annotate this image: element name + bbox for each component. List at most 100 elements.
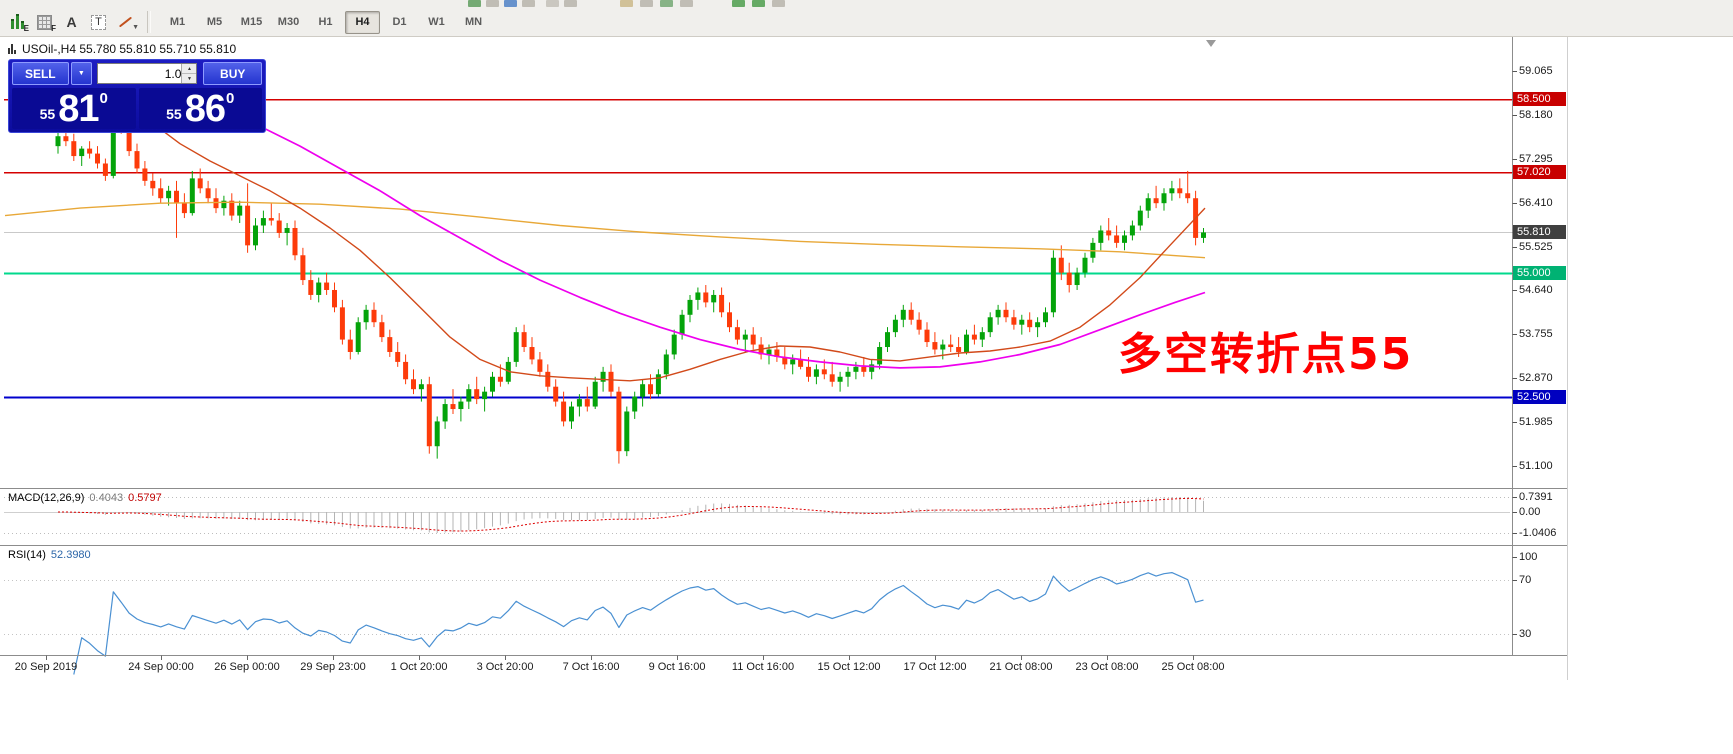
price-scale-label: 53.755: [1519, 328, 1553, 340]
text-t-icon: T: [91, 14, 106, 30]
chart-mode-sublabel: E: [23, 24, 29, 33]
buy-price-panel[interactable]: 55 86 0: [138, 88, 262, 130]
time-axis[interactable]: 20 Sep 2019 24 Sep 00:00 26 Sep 00:00 29 Se…: [0, 656, 1512, 680]
volume-increase-button[interactable]: [182, 64, 197, 74]
macd-value-main: 0.4043: [89, 492, 124, 504]
rsi-scale-label: 100: [1519, 551, 1538, 563]
timeframe-button-H4[interactable]: H4: [345, 10, 380, 34]
timeframe-button-D1[interactable]: D1: [392, 16, 407, 28]
timeframe-button-M15[interactable]: M15: [240, 16, 263, 28]
macd-scale-label: 0.00: [1519, 506, 1541, 518]
text-a-icon: A: [66, 14, 77, 30]
price-badge: 58.500: [1513, 92, 1566, 106]
rsi-label: RSI(14): [8, 549, 46, 561]
time-axis-label: 11 Oct 16:00: [731, 661, 795, 673]
timeframe-button-M5[interactable]: M5: [206, 16, 223, 28]
price-scale[interactable]: 59.065 58.180 57.295 56.410 55.525 54.640 53.7…: [1512, 38, 1568, 656]
clipped-toolbar-icon[interactable]: [752, 0, 765, 7]
ask-pipette: 0: [226, 90, 235, 107]
trendline-icon: [118, 16, 133, 28]
time-axis-label: 7 Oct 16:00: [562, 661, 620, 673]
price-badge: 52.500: [1513, 390, 1566, 404]
time-axis-label: 24 Sep 00:00: [128, 661, 194, 673]
macd-value-signal: 0.5797: [128, 492, 162, 504]
chart-mode-button[interactable]: E: [4, 10, 31, 34]
chevron-down-icon: [132, 24, 139, 31]
price-scale-label: 57.295: [1519, 153, 1553, 165]
sell-price-panel[interactable]: 55 81 0: [12, 88, 136, 129]
text-label-button[interactable]: A: [58, 10, 85, 34]
bar-chart-icon: [10, 14, 25, 29]
timeframe-button-M1[interactable]: M1: [169, 16, 186, 28]
time-axis-label: 23 Oct 08:00: [1075, 661, 1139, 673]
rsi-value: 52.3980: [50, 549, 91, 561]
time-axis-label: 3 Oct 20:00: [476, 661, 534, 673]
latest-bar-marker-icon: [1206, 40, 1216, 47]
price-scale-label: 51.100: [1519, 460, 1553, 472]
timeframe-button-M30[interactable]: M30: [277, 16, 300, 28]
volume-decrease-button[interactable]: [182, 74, 197, 83]
volume-box: [97, 63, 198, 84]
clipped-toolbar-icon[interactable]: [522, 0, 535, 7]
macd-panel-area[interactable]: [0, 490, 1512, 545]
grid-icon: [37, 14, 52, 30]
clipped-toolbar-icon[interactable]: [732, 0, 745, 7]
time-axis-label: 26 Sep 00:00: [214, 661, 280, 673]
macd-label: MACD(12,26,9): [8, 492, 85, 504]
clipped-toolbar-icon[interactable]: [564, 0, 577, 7]
text-box-button[interactable]: T: [85, 10, 112, 34]
sell-dropdown-button[interactable]: [70, 62, 93, 85]
one-click-trading-panel: SELL BUY 55 81 0 55 86 0: [8, 59, 266, 133]
chart-title: USOil-,H4 55.780 55.810 55.710 55.810: [8, 42, 236, 56]
clipped-toolbar-icon[interactable]: [504, 0, 517, 7]
price-scale-label: 54.640: [1519, 284, 1553, 296]
macd-header: MACD(12,26,9) 0.4043 0.5797: [8, 492, 167, 504]
ask-main: 86: [184, 88, 226, 130]
time-axis-label: 17 Oct 12:00: [903, 661, 967, 673]
drawing-tools-button[interactable]: [112, 10, 139, 34]
buy-button[interactable]: BUY: [203, 62, 262, 85]
clipped-toolbar-icon[interactable]: [468, 0, 481, 7]
clipped-toolbar-icon[interactable]: [772, 0, 785, 7]
time-axis-label: 29 Sep 23:00: [300, 661, 366, 673]
clipped-toolbar-icon[interactable]: [660, 0, 673, 7]
bid-prefix: 55: [39, 106, 56, 122]
sell-button[interactable]: SELL: [12, 62, 69, 85]
time-axis-label: 15 Oct 12:00: [817, 661, 881, 673]
time-axis-label: 25 Oct 08:00: [1161, 661, 1225, 673]
grid-sublabel: F: [51, 24, 56, 33]
timeframe-group: M1 M5 M15 M30 H1 H4 D1 W1 MN: [159, 10, 492, 34]
time-axis-label: 20 Sep 2019: [14, 661, 78, 673]
rsi-scale-label: 30: [1519, 628, 1532, 640]
rsi-header: RSI(14) 52.3980: [8, 549, 96, 561]
clipped-toolbar-icon[interactable]: [640, 0, 653, 7]
ask-prefix: 55: [166, 106, 182, 122]
bid-main: 81: [58, 88, 99, 130]
clipped-toolbar-icon[interactable]: [486, 0, 499, 7]
clipped-toolbar-icon[interactable]: [546, 0, 559, 7]
price-scale-label: 56.410: [1519, 197, 1553, 209]
timeframe-button-W1[interactable]: W1: [428, 16, 445, 28]
rsi-panel-area[interactable]: [0, 547, 1512, 655]
clipped-toolbar-row: [0, 0, 1733, 8]
price-scale-label: 52.870: [1519, 372, 1553, 384]
clipped-toolbar-icon[interactable]: [620, 0, 633, 7]
macd-scale-label: -1.0406: [1519, 527, 1557, 539]
mini-chart-icon: [8, 44, 17, 54]
price-scale-label: 59.065: [1519, 65, 1553, 77]
price-scale-label: 55.525: [1519, 241, 1553, 253]
grid-button[interactable]: F: [31, 10, 58, 34]
time-axis-label: 1 Oct 20:00: [390, 661, 448, 673]
timeframe-button-H1[interactable]: H1: [318, 16, 333, 28]
price-scale-label: 58.180: [1519, 109, 1553, 121]
chart-annotation: 多空转折点55: [1118, 329, 1414, 380]
price-badge: 55.000: [1513, 266, 1566, 280]
timeframe-button-MN[interactable]: MN: [464, 16, 483, 28]
clipped-toolbar-icon[interactable]: [680, 0, 693, 7]
rsi-scale-label: 70: [1519, 574, 1532, 586]
volume-input[interactable]: [98, 64, 193, 83]
price-badge: 57.020: [1513, 165, 1566, 179]
price-badge: 55.810: [1513, 225, 1566, 239]
